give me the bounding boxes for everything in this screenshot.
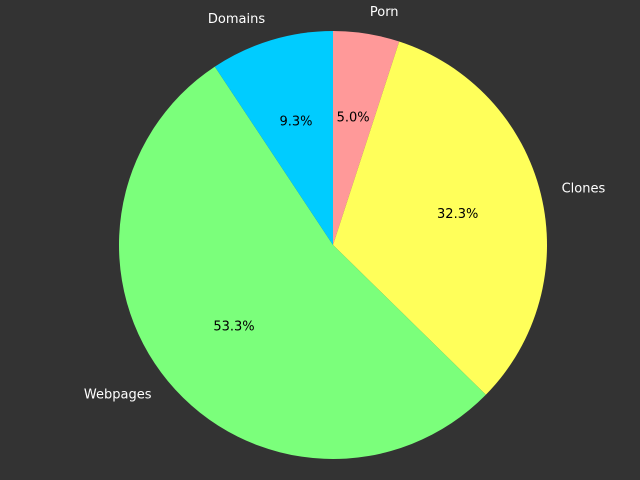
slice-pct-webpages: 53.3% [213,319,254,334]
slice-label-clones: Clones [562,181,606,196]
pie-slice-clones [333,41,547,395]
slice-pct-domains: 9.3% [279,115,312,130]
slice-label-porn: Porn [370,5,399,20]
slice-label-domains: Domains [208,12,265,27]
slice-pct-clones: 32.3% [437,207,478,222]
pie-slices [118,31,547,460]
pie-slice-porn [333,31,400,245]
slice-label-webpages: Webpages [84,387,152,402]
slice-pct-porn: 5.0% [337,111,370,126]
pie-slice-domains [214,31,333,245]
pie-slice-webpages [118,66,486,460]
pie-labels: Porn 5.0% Clones 32.3% Webpages 53.3% Domains 9… [84,5,606,402]
